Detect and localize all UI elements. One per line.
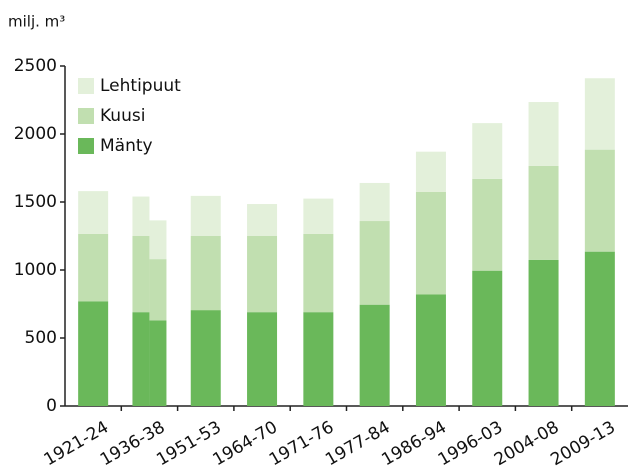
bar-segment (528, 259, 559, 406)
x-tick-label: 2009-13 (547, 417, 619, 470)
y-tick-label: 0 (46, 396, 57, 416)
bar-segment (472, 178, 503, 271)
bar-segment (78, 301, 109, 406)
bar-segment (415, 191, 446, 295)
y-tick-label: 500 (25, 328, 57, 348)
bar-segment (584, 78, 615, 150)
bar-segment (303, 312, 334, 406)
bar-segment (190, 236, 221, 311)
bar-segment (472, 270, 503, 406)
legend-label: Lehtipuut (100, 76, 181, 96)
bar-segment (247, 236, 278, 313)
bar-segment (472, 123, 503, 179)
y-tick-label: 2500 (14, 56, 57, 76)
bar-segment (303, 198, 334, 234)
bar-segment (149, 220, 167, 260)
bar-segment (149, 320, 167, 406)
bar-segment (359, 221, 390, 305)
bar-segment (415, 151, 446, 192)
bar-segment (359, 304, 390, 406)
bar-segment (132, 196, 150, 236)
bar-segment (303, 233, 334, 313)
y-tick-label: 2000 (14, 124, 57, 144)
bar-segment (132, 312, 150, 406)
bar-segment (528, 165, 559, 260)
bar-segment (247, 204, 278, 236)
bar-segment (190, 195, 221, 236)
legend-label: Kuusi (100, 106, 145, 126)
bar-segment (528, 102, 559, 166)
y-axis-label: milj. m³ (8, 13, 65, 31)
bar-segment (190, 310, 221, 406)
bar-segment (149, 259, 167, 321)
y-tick-label: 1500 (14, 192, 57, 212)
bar-segment (415, 294, 446, 406)
legend-swatch (78, 78, 94, 94)
y-tick-label: 1000 (14, 260, 57, 280)
bar-segment (584, 251, 615, 406)
bar-segment (132, 236, 150, 313)
legend-swatch (78, 108, 94, 124)
legend-swatch (78, 138, 94, 154)
bar-segment (584, 149, 615, 252)
bar-segment (78, 191, 109, 234)
legend-label: Mänty (100, 136, 153, 156)
bar-segment (247, 312, 278, 406)
bar-segment (78, 233, 109, 302)
bar-segment (359, 182, 390, 222)
